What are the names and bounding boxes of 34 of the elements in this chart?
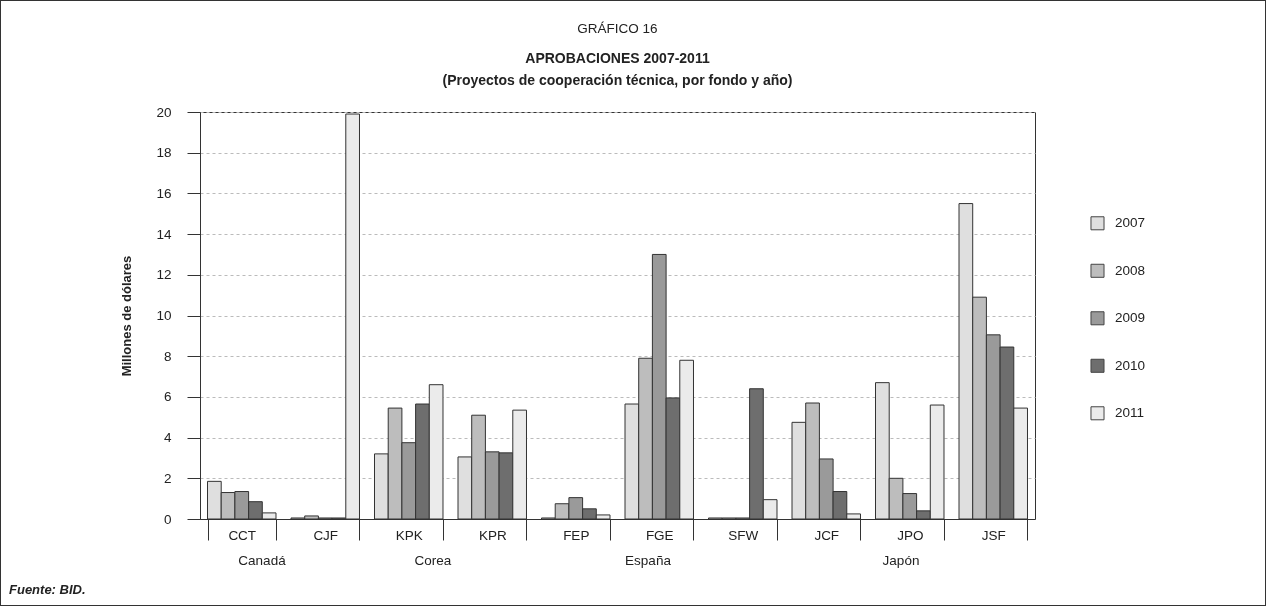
- y-tick-label: 2: [163, 470, 172, 486]
- y-tick-label: 10: [156, 308, 172, 323]
- y-tick-label: 16: [156, 185, 172, 201]
- x-tick-label: JSF: [981, 527, 1006, 543]
- chart-subtitle: APROBACIONES 2007-2011 (Proyectos de cooperación técnica, por fondo y año): [442, 50, 793, 88]
- x-tick-label: JPO: [897, 527, 924, 543]
- y-tick-label: 6: [163, 389, 172, 405]
- x-tick-label: FGE: [645, 527, 674, 543]
- x-tick-label: FEP: [563, 527, 590, 543]
- legend-label: 2011: [1115, 405, 1145, 421]
- y-tick-label: 0: [163, 511, 172, 527]
- legend-label: 2009: [1115, 310, 1146, 326]
- x-tick-label: CJF: [313, 527, 339, 543]
- y-tick-label: 12: [156, 267, 172, 283]
- y-tick-label: 8: [163, 348, 172, 364]
- y-tick-label: 18: [156, 145, 172, 161]
- x-tick-label: CCT: [228, 527, 257, 543]
- legend-label: 2008: [1115, 262, 1146, 278]
- x-tick-label: KPK: [395, 527, 423, 543]
- y-tick-label: 20: [156, 104, 172, 120]
- text: Corea: [414, 553, 452, 568]
- text: Japón: [882, 553, 920, 568]
- text: Canadá: [238, 553, 287, 568]
- legend-label: 2010: [1115, 357, 1146, 373]
- x-tick-label: SFW: [728, 527, 759, 543]
- x-tick-label: JCF: [814, 527, 840, 543]
- chart-title: GRÁFICO 16: [577, 20, 658, 36]
- x-tick-label: KPR: [478, 527, 507, 543]
- y-tick-label: 14: [156, 226, 172, 242]
- y-axis-title: Millones de dólares: [119, 255, 135, 377]
- legend-label: 2007: [1115, 215, 1146, 231]
- source-note: Fuente: BID.: [9, 582, 86, 597]
- y-tick-label: 4: [163, 430, 172, 446]
- text: España: [625, 553, 672, 568]
